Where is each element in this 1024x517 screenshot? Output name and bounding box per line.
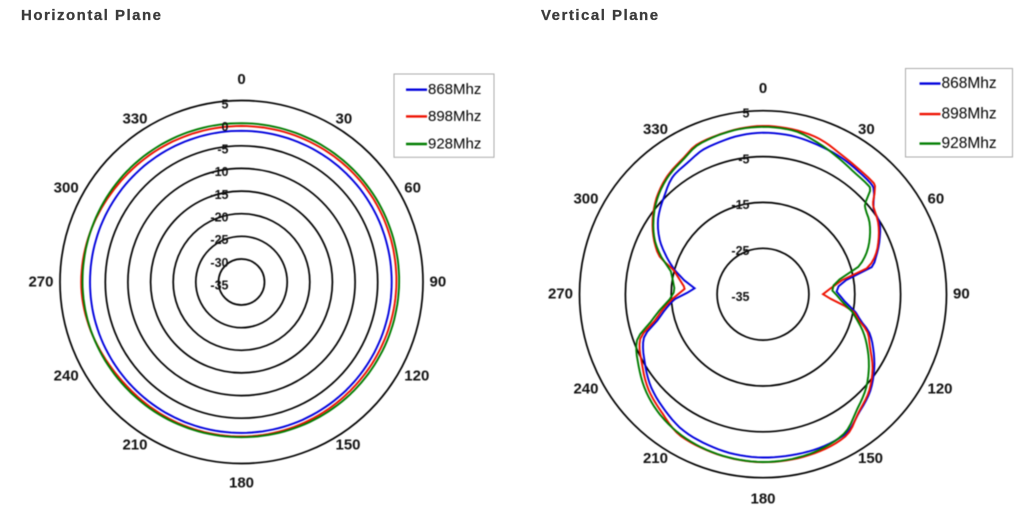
svg-text:240: 240: [573, 381, 598, 398]
svg-text:0: 0: [222, 120, 229, 134]
svg-text:5: 5: [743, 107, 750, 121]
svg-text:300: 300: [54, 180, 79, 197]
svg-text:-15: -15: [731, 198, 749, 212]
svg-text:180: 180: [229, 474, 254, 491]
svg-text:180: 180: [750, 490, 775, 507]
svg-text:210: 210: [122, 436, 147, 453]
svg-text:150: 150: [858, 450, 883, 467]
svg-text:928Mhz: 928Mhz: [942, 135, 997, 152]
svg-text:210: 210: [643, 450, 668, 467]
svg-text:120: 120: [404, 368, 429, 385]
svg-text:90: 90: [953, 286, 970, 303]
svg-text:-10: -10: [210, 165, 228, 179]
svg-text:-30: -30: [210, 256, 228, 270]
svg-text:30: 30: [858, 121, 875, 138]
svg-text:-5: -5: [217, 143, 228, 157]
svg-text:60: 60: [928, 191, 945, 208]
svg-text:0: 0: [237, 71, 245, 88]
svg-text:-35: -35: [731, 290, 749, 304]
svg-text:120: 120: [928, 381, 953, 398]
svg-text:150: 150: [336, 436, 361, 453]
svg-text:240: 240: [54, 368, 79, 385]
svg-text:90: 90: [430, 274, 447, 291]
svg-text:60: 60: [404, 180, 421, 197]
svg-text:330: 330: [122, 111, 147, 128]
svg-text:-5: -5: [738, 152, 749, 166]
svg-text:300: 300: [573, 191, 598, 208]
svg-text:928Mhz: 928Mhz: [428, 136, 481, 153]
svg-text:330: 330: [643, 121, 668, 138]
svg-text:30: 30: [336, 111, 353, 128]
svg-text:270: 270: [28, 274, 53, 291]
svg-text:898Mhz: 898Mhz: [428, 108, 481, 125]
svg-text:868Mhz: 868Mhz: [428, 81, 481, 98]
svg-text:-35: -35: [210, 278, 228, 292]
svg-text:-25: -25: [731, 244, 749, 258]
svg-text:0: 0: [759, 80, 767, 97]
svg-text:-20: -20: [210, 211, 228, 225]
svg-text:5: 5: [222, 97, 229, 111]
svg-text:-15: -15: [210, 188, 228, 202]
svg-text:270: 270: [548, 286, 573, 303]
svg-text:868Mhz: 868Mhz: [942, 75, 997, 92]
svg-text:898Mhz: 898Mhz: [942, 106, 997, 123]
svg-text:-25: -25: [210, 233, 228, 247]
